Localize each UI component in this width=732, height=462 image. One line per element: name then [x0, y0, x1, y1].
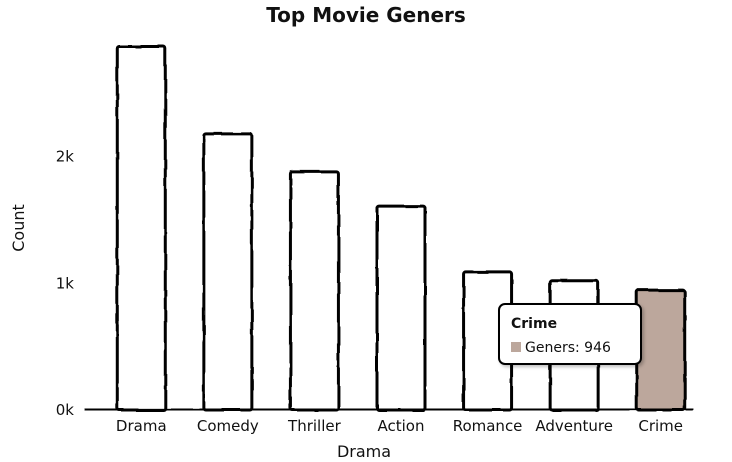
x-axis-label: Drama — [337, 442, 391, 461]
x-tick-label: Drama — [116, 417, 167, 435]
bar-thriller[interactable] — [288, 170, 340, 412]
x-tick-label: Romance — [453, 417, 523, 435]
y-tick-label: 1k — [56, 274, 75, 292]
x-tick-label: Comedy — [197, 417, 259, 435]
chart-title: Top Movie Geners — [266, 3, 466, 27]
bar-comedy[interactable] — [202, 132, 254, 412]
x-tick-label: Action — [378, 417, 425, 435]
y-tick-label: 2k — [56, 148, 75, 166]
plot-area: Drama Comedy Thriller Action Romance Adventur… — [56, 44, 687, 435]
x-tick-label: Thriller — [287, 417, 342, 435]
tooltip-swatch — [511, 342, 521, 352]
tooltip-value: 946 — [584, 340, 611, 356]
x-axis-line — [84, 407, 694, 412]
bar-crime[interactable] — [635, 288, 687, 412]
x-tick-label: Crime — [638, 417, 683, 435]
x-tick-label: Adventure — [535, 417, 613, 435]
svg-text:Geners: 946: Geners: 946 — [525, 340, 611, 356]
tooltip-series-label: Geners — [525, 340, 575, 356]
tooltip: Crime Geners: 946 — [498, 303, 642, 365]
tooltip-title: Crime — [511, 316, 557, 332]
y-axis-label: Count — [9, 204, 28, 252]
bar-action[interactable] — [375, 204, 427, 412]
bar-drama[interactable] — [115, 44, 167, 412]
y-tick-label: 0k — [56, 401, 75, 419]
tooltip-box — [498, 303, 642, 365]
